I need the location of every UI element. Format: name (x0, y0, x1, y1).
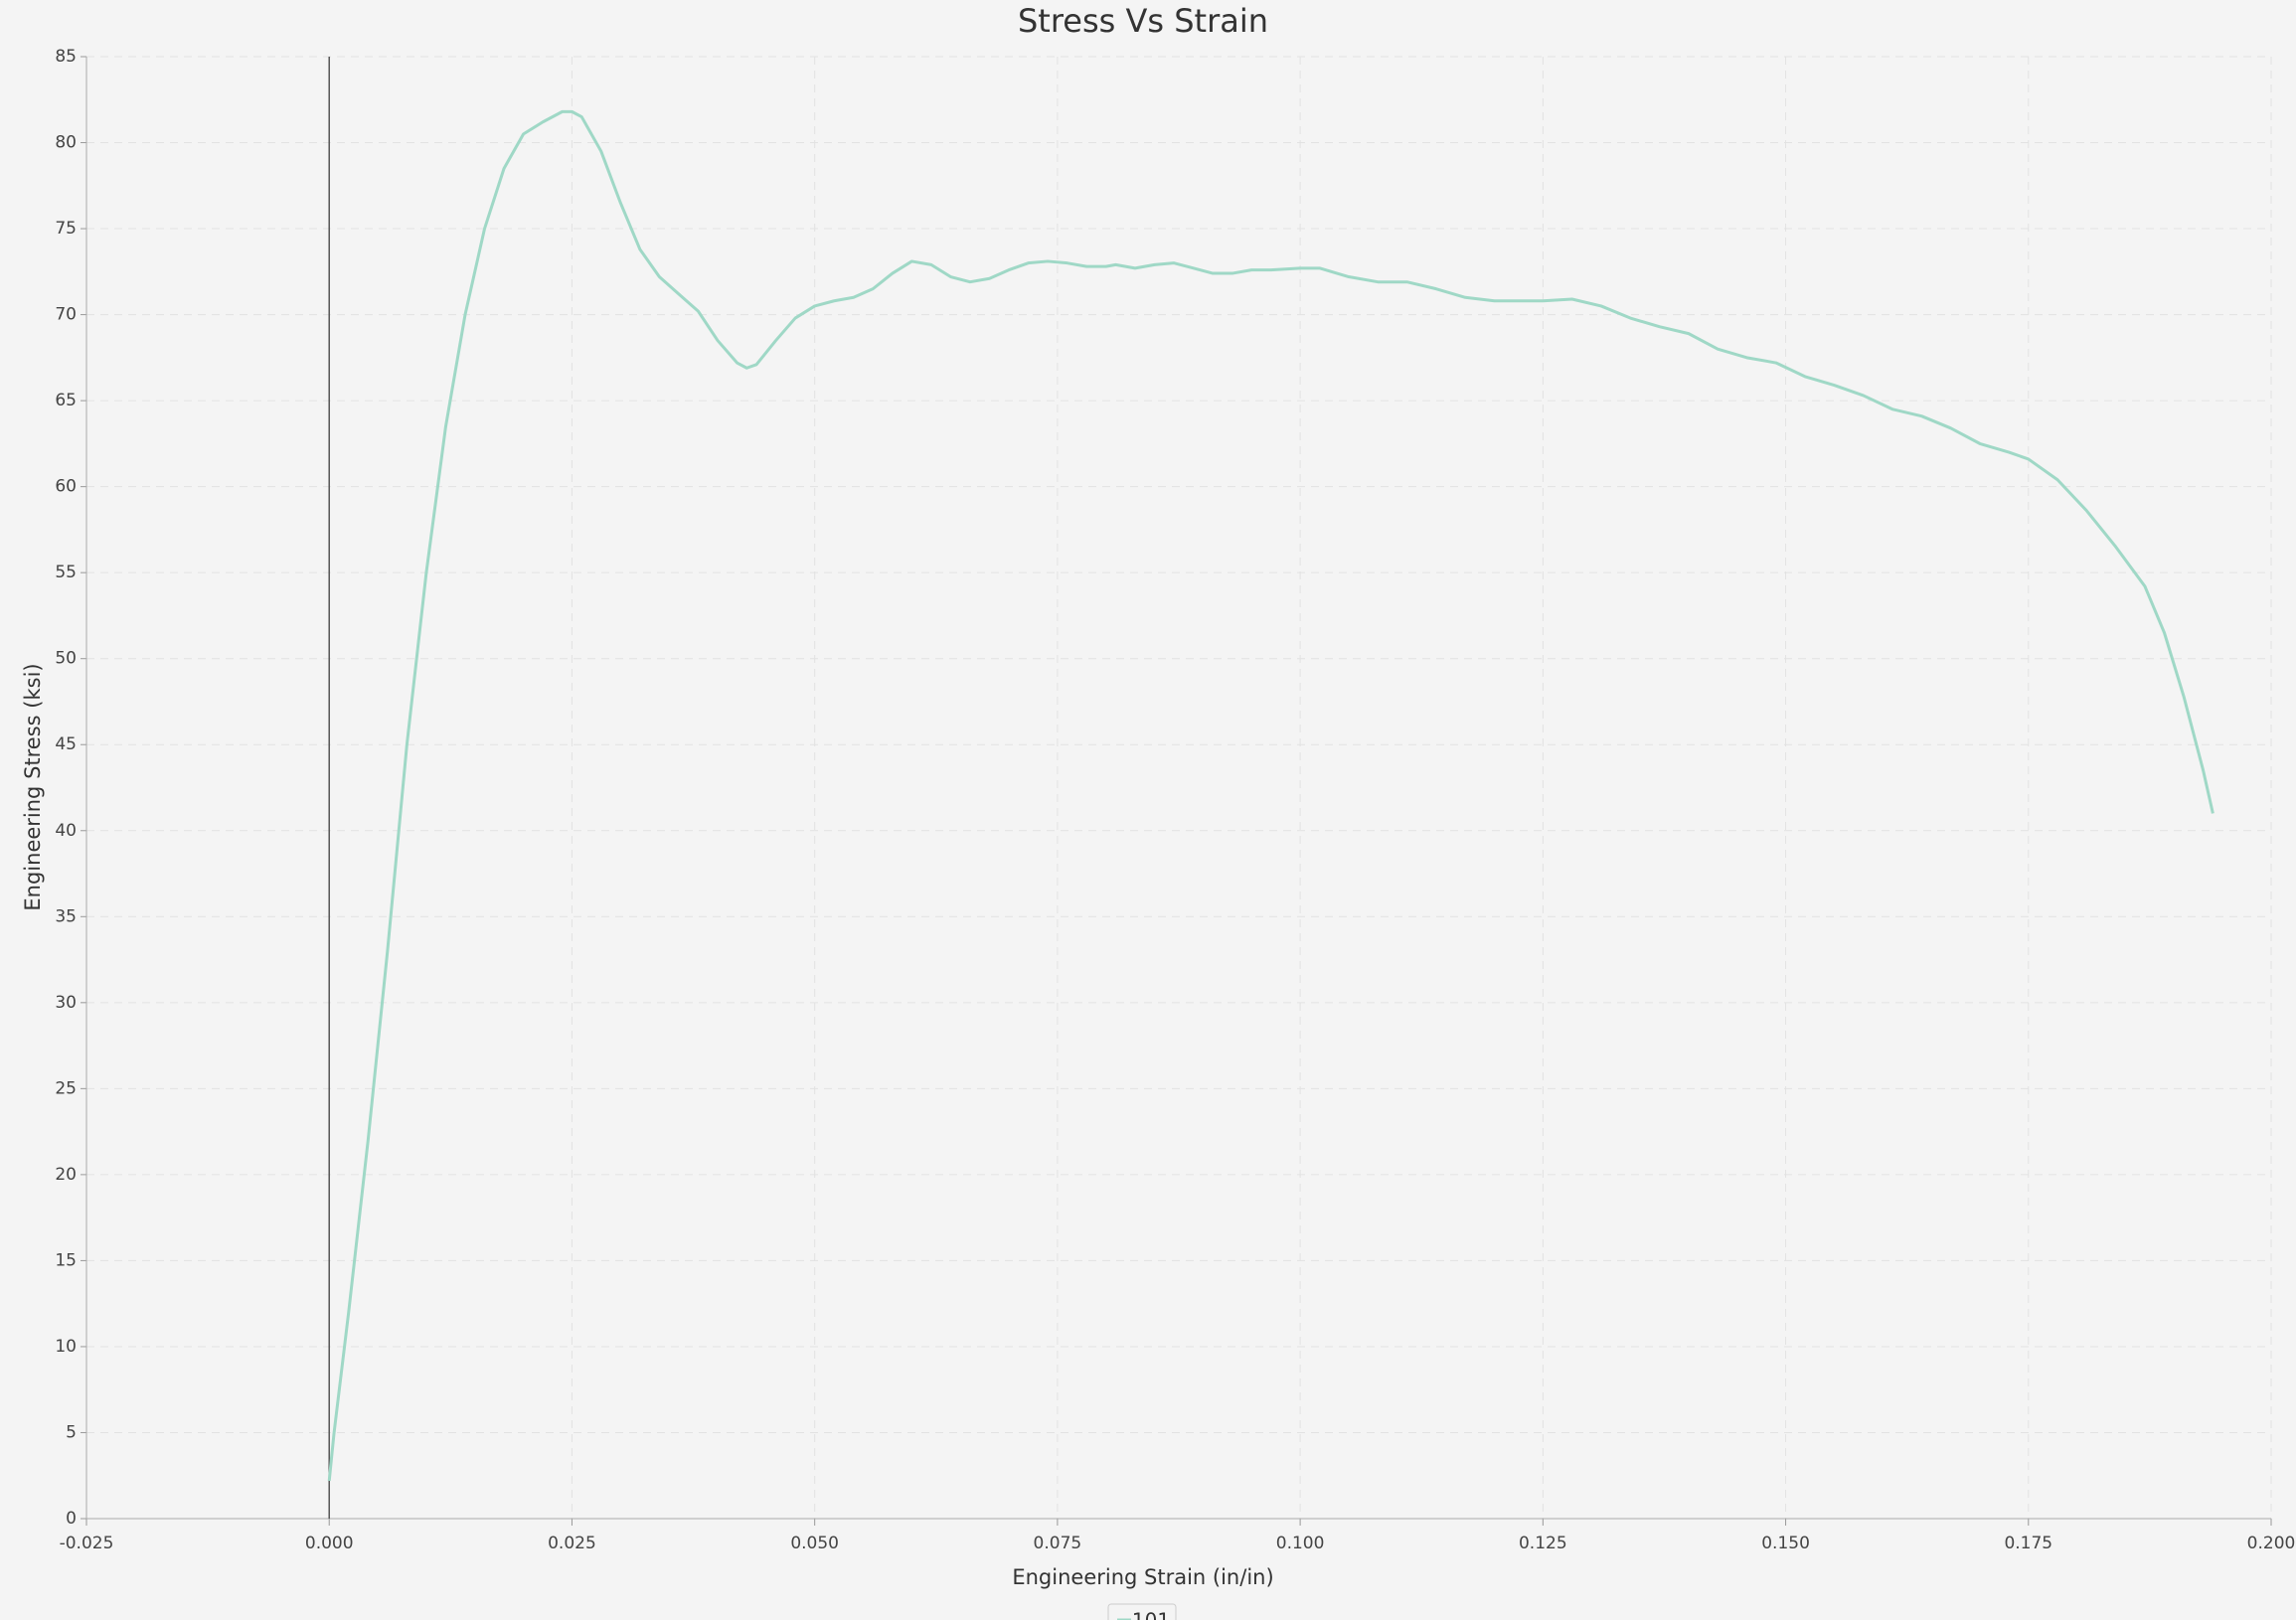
legend-label: 101 (1132, 1609, 1170, 1620)
y-tick-label: 35 (55, 906, 77, 926)
y-tick-label: 20 (55, 1165, 77, 1185)
x-tick-label: -0.025 (60, 1534, 114, 1553)
y-tick-label: 65 (55, 391, 77, 410)
y-tick-label: 25 (55, 1078, 77, 1098)
y-tick-label: 15 (55, 1250, 77, 1270)
y-tick-label: 70 (55, 305, 77, 325)
x-axis-label: Engineering Strain (in/in) (1012, 1565, 1273, 1589)
y-tick-label: 50 (55, 649, 77, 669)
x-tick-label: 0.050 (790, 1534, 839, 1553)
x-tick-label: 0.100 (1276, 1534, 1325, 1553)
y-tick-label: 30 (55, 993, 77, 1013)
y-tick-label: 0 (66, 1509, 77, 1529)
x-tick-label: 0.175 (2004, 1534, 2052, 1553)
y-tick-label: 5 (66, 1422, 77, 1442)
x-tick-label: 0.200 (2247, 1534, 2296, 1553)
x-tick-label: 0.150 (1761, 1534, 1810, 1553)
legend-box (1107, 1603, 1177, 1620)
y-axis-label: Engineering Stress (ksi) (21, 663, 45, 910)
x-tick-label: 0.075 (1034, 1534, 1082, 1553)
y-tick-label: 85 (55, 47, 77, 67)
chart-title: Stress Vs Strain (1018, 2, 1268, 40)
x-tick-label: 0.125 (1519, 1534, 1567, 1553)
y-tick-label: 80 (55, 133, 77, 153)
y-tick-label: 45 (55, 734, 77, 754)
x-tick-label: 0.025 (548, 1534, 596, 1553)
y-tick-label: 60 (55, 477, 77, 497)
y-tick-label: 55 (55, 563, 77, 582)
y-tick-label: 40 (55, 821, 77, 841)
y-tick-label: 10 (55, 1337, 77, 1357)
y-tick-label: 75 (55, 219, 77, 239)
data-line (327, 109, 2214, 1482)
x-tick-label: 0.000 (305, 1534, 354, 1553)
